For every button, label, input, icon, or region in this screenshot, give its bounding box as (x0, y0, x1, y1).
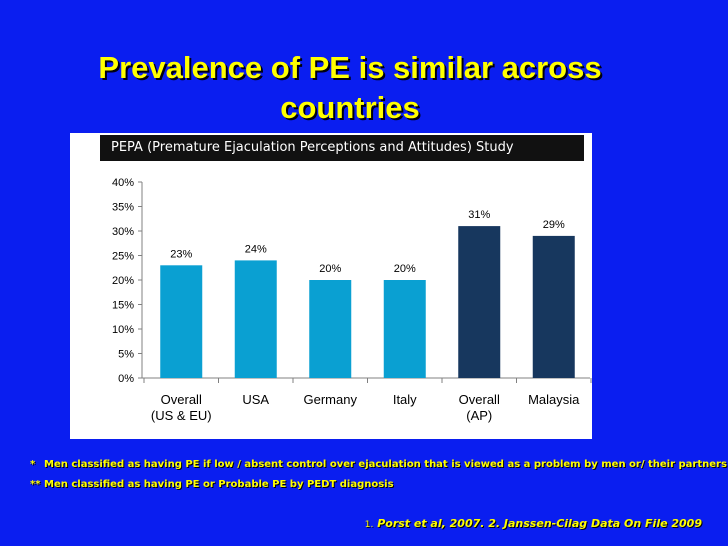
y-tick-label: 30% (112, 226, 134, 238)
y-tick-label: 10% (112, 324, 134, 336)
x-tick-label: Overall (US & EU) (151, 392, 212, 423)
bar (234, 260, 277, 378)
title-line-1: Prevalence of PE is similar across (98, 50, 602, 85)
x-tick-label: Overall (AP) (459, 392, 500, 423)
data-label: 23% (170, 248, 192, 260)
bar (309, 280, 352, 378)
bar (458, 226, 501, 378)
study-banner: PEPA (Premature Ejaculation Perceptions … (100, 135, 584, 161)
footnote-2-text: Men classified as having PE or Probable … (44, 479, 394, 490)
x-tick-label: Germany (304, 392, 358, 407)
data-label: 20% (394, 263, 416, 275)
y-tick-label: 5% (118, 349, 134, 361)
y-tick-label: 0% (118, 373, 134, 385)
y-tick-label: 40% (112, 177, 134, 189)
reference-marker: 1. (364, 520, 374, 530)
y-tick-label: 35% (112, 202, 134, 214)
footnote-2: ** Men classified as having PE or Probabl… (30, 478, 394, 492)
footnote-1: * Men classified as having PE if low / ab… (30, 458, 727, 472)
data-label: 31% (468, 209, 490, 221)
reference-text: Porst et al, 2007. 2. Janssen-Cilag Data… (377, 517, 702, 530)
x-tick-label: USA (242, 392, 269, 407)
slide-title: Prevalence of PE is similar across count… (40, 48, 660, 128)
reference-citation: 1. Porst et al, 2007. 2. Janssen-Cilag D… (365, 517, 702, 530)
x-tick-label: Malaysia (528, 392, 580, 407)
y-tick-label: 25% (112, 251, 134, 263)
title-line-2: countries (280, 90, 420, 125)
x-tick-label: Italy (393, 392, 417, 407)
y-tick-label: 20% (112, 275, 134, 287)
bar-chart: 0% 5% 10% 15% 20% 25% 30% 35% 40% 23% Overall (US &… (112, 177, 592, 423)
y-tick-label: 15% (112, 300, 134, 312)
footnote-1-text: Men classified as having PE if low / abs… (44, 459, 727, 470)
bar (532, 235, 575, 378)
bar (383, 280, 426, 378)
data-label: 24% (245, 243, 267, 255)
data-label: 20% (319, 263, 341, 275)
footnote-1-marker: * (30, 459, 36, 470)
data-label: 29% (543, 219, 565, 231)
bar (160, 265, 203, 378)
footnote-2-marker: ** (30, 479, 41, 490)
